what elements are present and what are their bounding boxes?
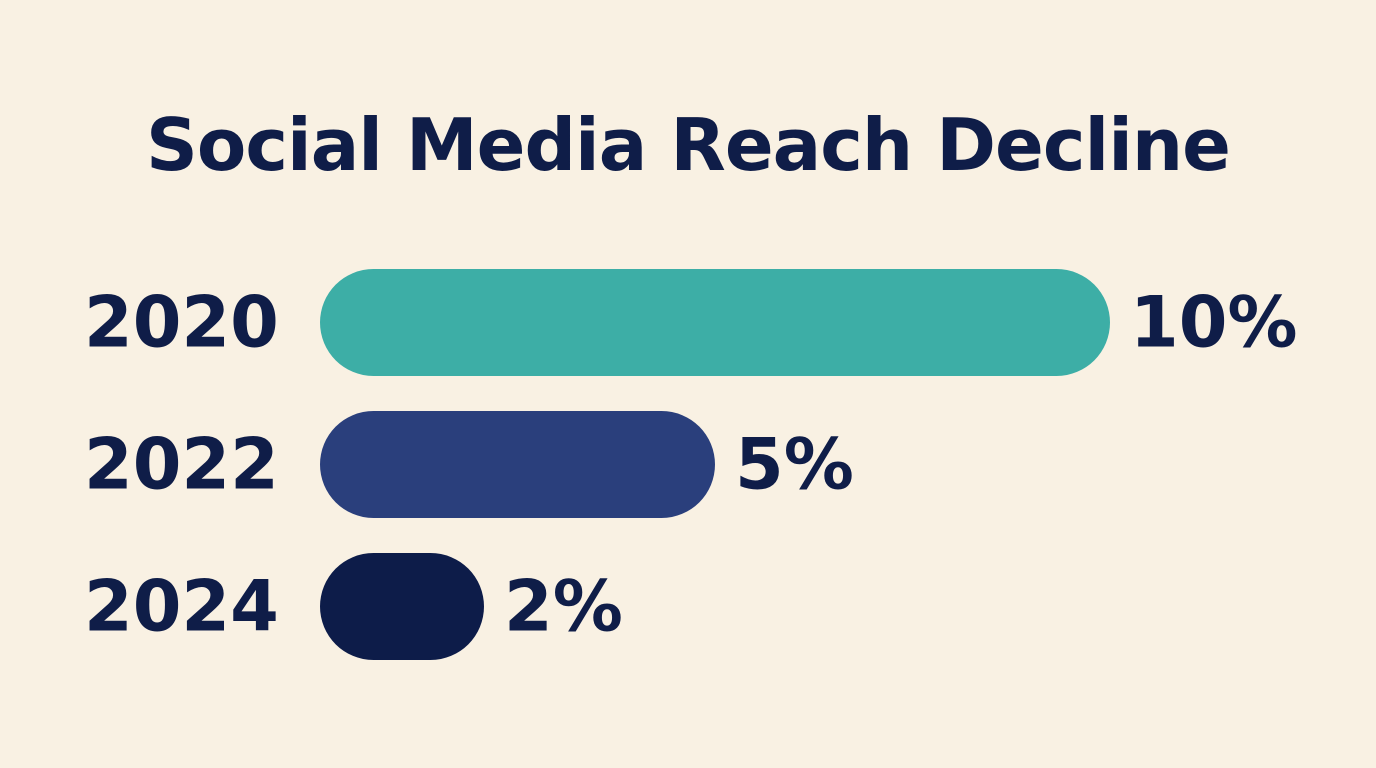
category-label-2022: 2022: [84, 424, 279, 506]
value-label-2022: 5%: [735, 424, 854, 506]
value-label-2020: 10%: [1130, 282, 1298, 364]
category-label-2020: 2020: [84, 282, 279, 364]
bar-2020: [320, 269, 1110, 376]
value-label-2024: 2%: [504, 566, 623, 648]
bars-layer: 2020 10% 2022 5% 2024 2%: [84, 269, 1298, 660]
category-label-2024: 2024: [84, 566, 279, 648]
chart-title: Social Media Reach Decline: [146, 103, 1231, 187]
bar-2022: [320, 411, 715, 518]
bar-2024: [320, 553, 484, 660]
